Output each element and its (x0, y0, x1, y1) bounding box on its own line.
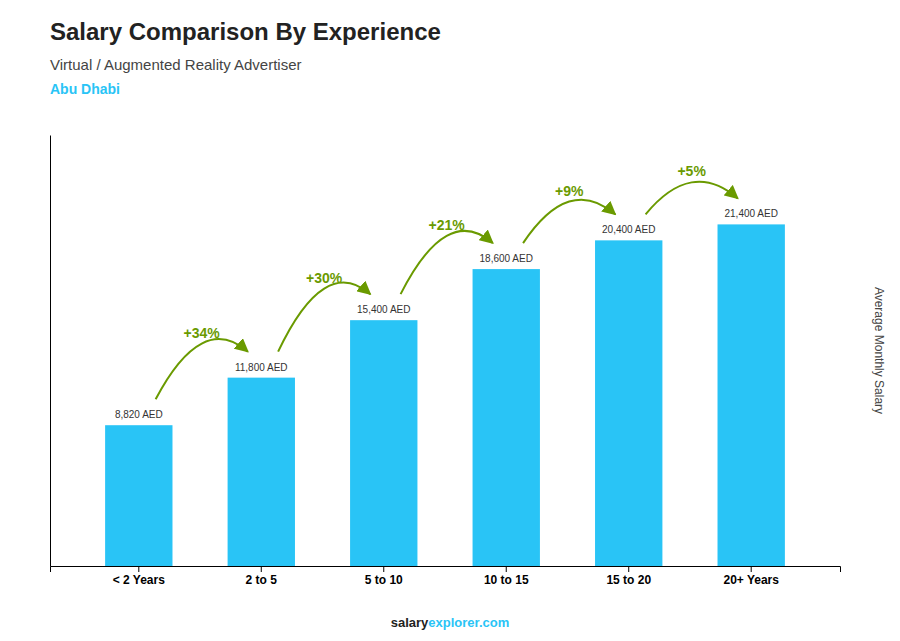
change-label: +9% (555, 183, 584, 199)
change-label: +5% (677, 163, 706, 179)
annotations: +34% +30% +21% +9% +5% (156, 163, 738, 399)
x-tick-mark (506, 566, 507, 572)
x-tick-label: 2 to 5 (246, 573, 278, 587)
y-axis (50, 136, 51, 567)
bar (473, 269, 540, 566)
x-tick-label: 15 to 20 (606, 573, 651, 587)
change-arrow (646, 182, 738, 215)
data-label: 21,400 AED (725, 208, 778, 219)
x-axis: < 2 Years 2 to 5 5 to 10 10 to 15 15 to 20 20… (51, 566, 841, 587)
x-tick-label: 5 to 10 (365, 573, 403, 587)
x-tick-mark (383, 566, 384, 572)
title: Salary Comparison By Experience (50, 18, 441, 45)
x-tick-mark (261, 566, 262, 572)
subtitle: Virtual / Augmented Reality Advertiser (50, 56, 302, 73)
bar (105, 425, 172, 566)
data-labels: 8,820 AED 11,800 AED 15,400 AED 18,600 AED 2… (115, 208, 778, 420)
x-tick-mark (138, 566, 139, 572)
footer-part: salary (391, 615, 429, 630)
bars (105, 224, 785, 566)
bar (595, 240, 662, 566)
bar (350, 320, 417, 566)
data-label: 11,800 AED (235, 362, 288, 373)
change-label: +30% (306, 270, 343, 286)
x-tick-mark (751, 566, 752, 572)
bar (718, 224, 785, 566)
x-tick: 2 to 5 (246, 566, 278, 587)
footer-part: explorer.com (428, 615, 509, 630)
x-tick-label: < 2 Years (113, 573, 165, 587)
x-tick: 20+ Years (723, 566, 779, 587)
change-arrow (156, 339, 248, 399)
data-label: 18,600 AED (480, 253, 533, 264)
footer: salaryexplorer.com (391, 615, 510, 630)
x-tick: 10 to 15 (484, 566, 529, 587)
data-label: 15,400 AED (357, 304, 410, 315)
x-tick: 5 to 10 (365, 566, 403, 587)
data-label: 20,400 AED (602, 224, 655, 235)
change-arrow (278, 283, 370, 352)
change-label: +21% (429, 217, 466, 233)
y-axis-title: Average Monthly Salary (872, 287, 886, 414)
x-tick-mark (628, 566, 629, 572)
x-axis-line (51, 567, 841, 573)
x-tick: < 2 Years (113, 566, 165, 587)
change-arrow (401, 231, 493, 294)
bar (228, 378, 295, 566)
subtitle: Abu Dhabi (50, 81, 120, 97)
x-tick: 15 to 20 (606, 566, 651, 587)
change-arrow (523, 200, 615, 243)
y-axis-line (50, 136, 51, 567)
x-tick-label: 10 to 15 (484, 573, 529, 587)
x-tick-label: 20+ Years (723, 573, 779, 587)
change-label: +34% (184, 325, 221, 341)
data-label: 8,820 AED (115, 409, 163, 420)
chart-svg: Salary Comparison By Experience Virtual /… (0, 0, 900, 641)
plot-area: < 2 Years 2 to 5 5 to 10 10 to 15 15 to 20 20… (51, 136, 841, 587)
